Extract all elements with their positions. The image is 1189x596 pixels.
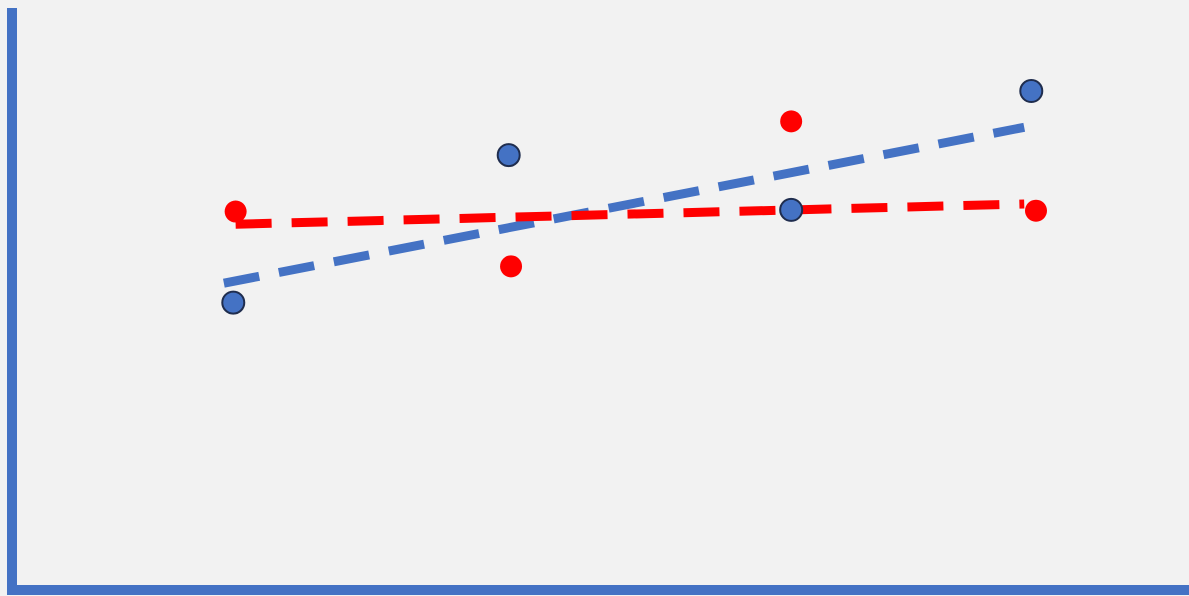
data-point-series-2-2 <box>496 143 521 168</box>
data-point-series-1-2 <box>500 255 523 278</box>
data-point-series-1-1 <box>224 200 247 223</box>
data-point-series-1-3 <box>780 110 803 133</box>
data-point-series-2-1 <box>221 290 246 315</box>
data-point-series-2-3 <box>779 197 804 222</box>
trendlines <box>222 122 1026 288</box>
trendline-series-2 <box>222 122 1026 288</box>
data-point-series-2-4 <box>1019 79 1044 104</box>
data-points <box>221 79 1047 315</box>
data-point-series-1-4 <box>1024 199 1047 222</box>
trendline-series-1 <box>235 199 1025 229</box>
